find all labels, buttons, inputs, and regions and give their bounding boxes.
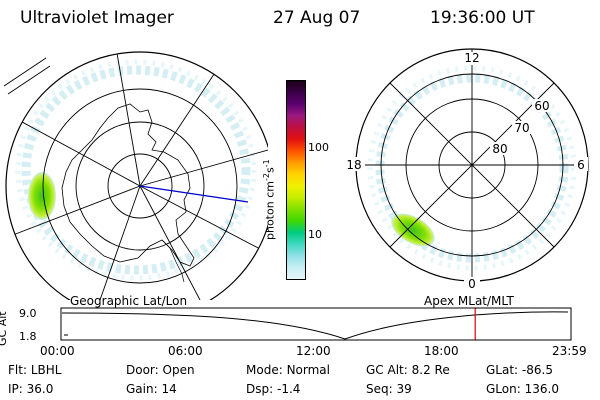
mlat-label-80: 80	[492, 142, 507, 156]
status-gc-alt: GC Alt: 8.2 Re	[366, 363, 450, 377]
status-filter: Flt: LBHL	[8, 363, 62, 377]
altitude-xtick-1200: 12:00	[296, 344, 331, 358]
altitude-xtick-1800: 18:00	[424, 344, 459, 358]
date-label: 27 Aug 07	[273, 8, 361, 28]
status-gain: Gain: 14	[126, 382, 177, 396]
altitude-plot	[60, 307, 572, 341]
status-ip: IP: 36.0	[8, 382, 54, 396]
mlt-label-12: 12	[464, 51, 479, 65]
magnetic-map: 12 18 6 0 60 70 80	[343, 48, 589, 291]
colorbar-tick-100: 100	[308, 141, 329, 154]
altitude-xtick-0600: 06:00	[168, 344, 203, 358]
mlt-label-18: 18	[346, 158, 361, 172]
altitude-xtick-0000: 00:00	[40, 344, 75, 358]
status-seq: Seq: 39	[366, 382, 412, 396]
mlt-label-0: 0	[468, 277, 476, 291]
color-scale-bar	[286, 80, 306, 280]
auroral-oval-magnetic	[375, 73, 569, 263]
geographic-map	[3, 51, 268, 300]
instrument-title: Ultraviolet Imager	[20, 8, 174, 28]
altitude-ytick-top: 9.0	[19, 307, 37, 320]
status-mode: Mode: Normal	[246, 363, 330, 377]
mlat-label-60: 60	[534, 99, 549, 113]
status-glat: GLat: -86.5	[486, 363, 553, 377]
mlt-label-6: 6	[577, 158, 585, 172]
aurora-bright-spot	[28, 172, 56, 220]
aurora-bright-spot-magnetic	[391, 213, 435, 247]
mlat-label-70: 70	[514, 121, 529, 135]
orbit-track	[139, 185, 249, 203]
altitude-ytick-bottom: 1.8	[19, 330, 37, 343]
status-glon: GLon: 136.0	[486, 382, 559, 396]
status-door: Door: Open	[126, 363, 195, 377]
antarctica-coastline	[61, 103, 195, 267]
altitude-curve	[61, 311, 569, 340]
altitude-xtick-2359: 23:59	[552, 344, 587, 358]
geographic-caption: Geographic Lat/Lon	[70, 294, 188, 308]
time-label: 19:36:00 UT	[430, 8, 535, 28]
colorbar-tick-10: 10	[308, 228, 322, 241]
magnetic-caption: Apex MLat/MLT	[424, 294, 514, 308]
status-dsp: Dsp: -1.4	[246, 382, 301, 396]
auroral-oval	[21, 65, 251, 275]
